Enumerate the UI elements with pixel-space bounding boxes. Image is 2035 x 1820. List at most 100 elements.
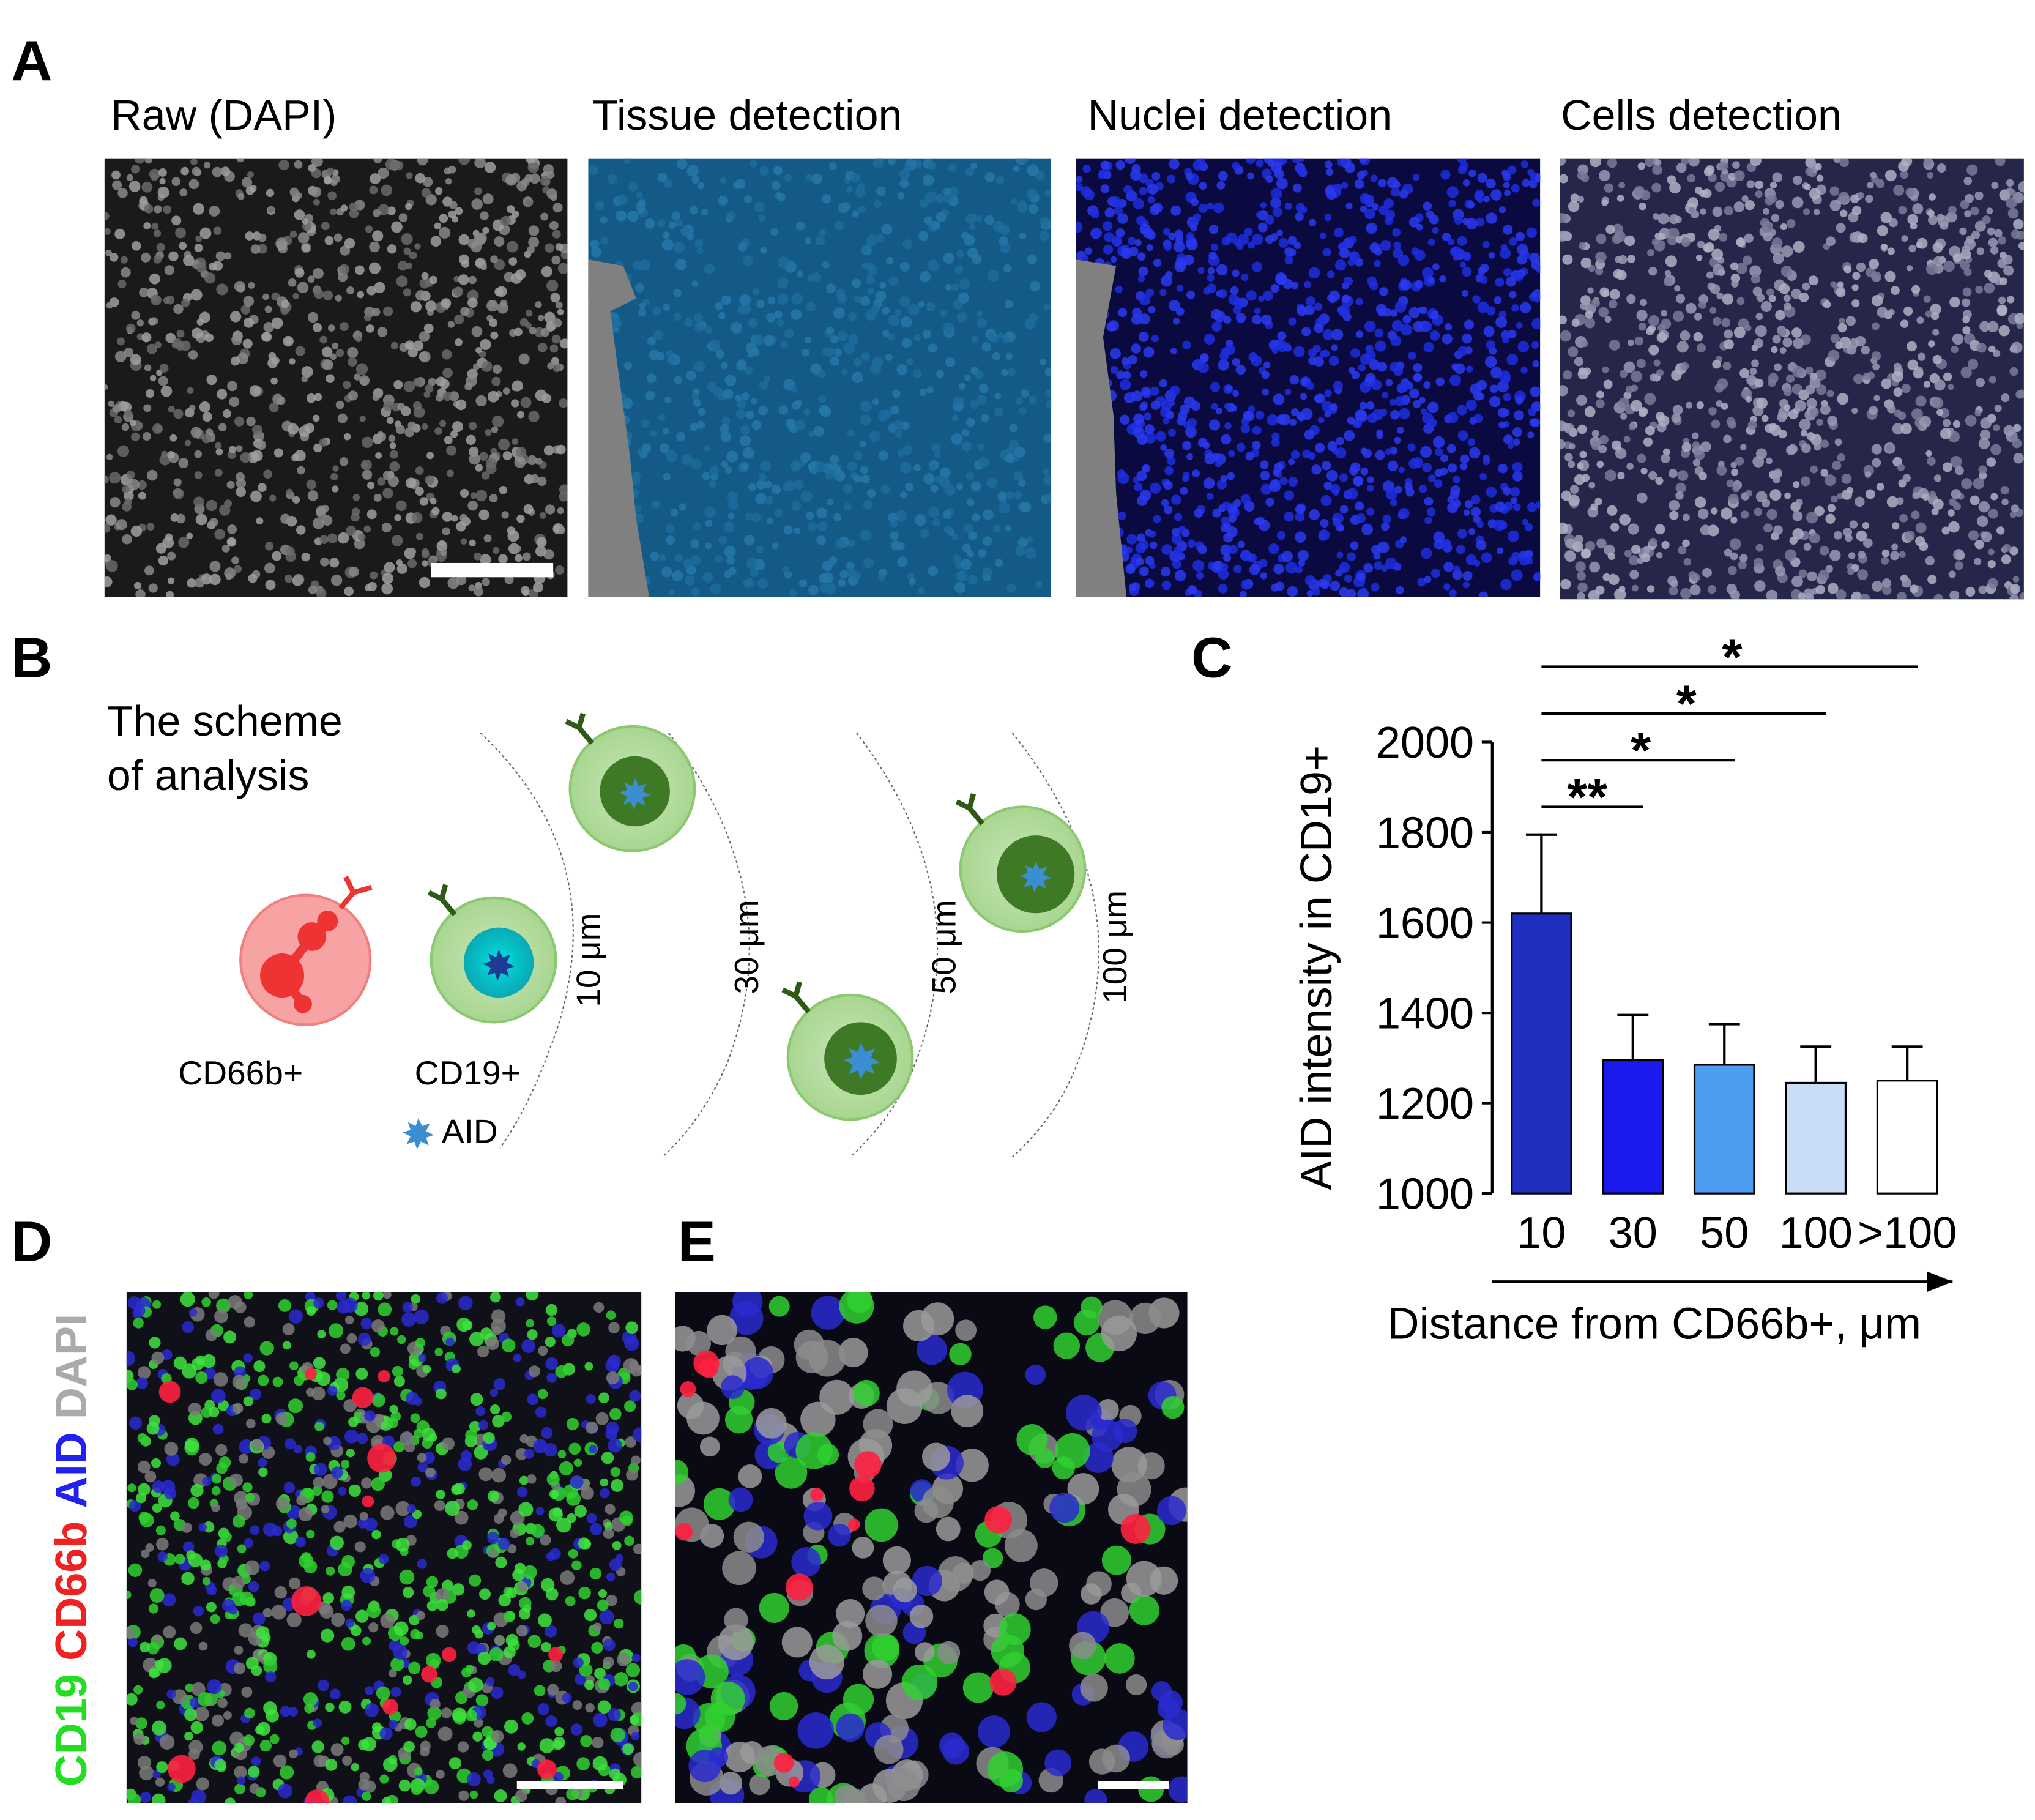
nucleus [811, 173, 822, 185]
nucleus [163, 297, 170, 304]
nucleus [1498, 206, 1506, 214]
nucleus [1897, 592, 1907, 600]
nucleus [829, 162, 837, 170]
nucleus [647, 337, 656, 346]
nucleus [1560, 315, 1567, 325]
nucleus [404, 1718, 417, 1731]
nucleus [1648, 324, 1656, 333]
nucleus [296, 525, 306, 535]
nucleus [1277, 331, 1287, 341]
nucleus [720, 431, 732, 442]
nucleus [1452, 254, 1459, 261]
nucleus [1040, 216, 1049, 226]
nucleus [1435, 447, 1443, 457]
nucleus [1164, 448, 1174, 458]
nucleus [358, 1739, 370, 1751]
nucleus [323, 1436, 332, 1445]
nucleus [1906, 265, 1913, 272]
nucleus [535, 1406, 547, 1418]
nucleus [414, 1428, 423, 1438]
nucleus [1462, 179, 1470, 187]
nucleus [347, 346, 359, 359]
nucleus [1453, 499, 1462, 508]
nucleus [1467, 438, 1476, 446]
nucleus [977, 443, 985, 451]
nucleus [378, 167, 389, 179]
nucleus [236, 478, 247, 488]
nucleus [135, 589, 146, 597]
nucleus [1245, 452, 1254, 461]
nucleus [247, 171, 255, 178]
nucleus [1139, 187, 1147, 196]
nucleus [366, 509, 377, 520]
nucleus [468, 422, 477, 430]
nucleus [458, 158, 471, 165]
nucleus [1721, 402, 1728, 410]
nucleus [809, 1644, 844, 1680]
nucleus [152, 1720, 167, 1736]
nucleus [248, 573, 258, 583]
nucleus [1829, 186, 1840, 196]
nucleus [179, 242, 187, 250]
nucleus [1932, 397, 1944, 409]
nucleus [126, 1627, 136, 1639]
nucleus [995, 176, 1005, 185]
nucleus [1013, 471, 1024, 481]
nucleus [631, 1654, 641, 1663]
nucleus [461, 259, 470, 268]
nucleus [221, 544, 230, 553]
nucleus [1532, 198, 1541, 207]
nucleus [789, 589, 797, 597]
nucleus [919, 389, 927, 397]
nucleus [1960, 261, 1970, 270]
nucleus [275, 237, 288, 250]
nucleus [475, 347, 482, 354]
nucleus [1044, 389, 1052, 398]
nucleus [1211, 403, 1218, 410]
nucleus [724, 546, 736, 558]
nucleus [774, 509, 783, 518]
nucleus [1631, 545, 1641, 554]
nucleus [1750, 158, 1762, 166]
nucleus [156, 1700, 165, 1710]
nucleus [1133, 198, 1145, 210]
nucleus [215, 442, 222, 449]
nucleus [316, 588, 327, 597]
nucleus [981, 342, 991, 352]
nucleus [216, 1463, 228, 1474]
nucleus [1803, 543, 1812, 551]
nucleus [753, 334, 764, 346]
nucleus [1508, 556, 1518, 566]
nucleus [303, 1559, 318, 1573]
nucleus [1390, 187, 1401, 197]
nucleus [1140, 489, 1151, 501]
nucleus [112, 180, 122, 190]
nucleus [899, 261, 910, 272]
nucleus [1687, 174, 1696, 183]
nucleus [187, 387, 194, 394]
nucleus [776, 193, 786, 201]
nucleus [1081, 1296, 1103, 1318]
nucleus [1569, 485, 1579, 494]
nucleus [1791, 288, 1802, 299]
nucleus [467, 1609, 475, 1618]
nucleus [1160, 567, 1171, 577]
nucleus [229, 311, 242, 323]
nucleus [1004, 300, 1013, 308]
nucleus [625, 1321, 638, 1334]
nucleus [1680, 587, 1692, 599]
nucleus [1646, 585, 1655, 593]
nucleus [955, 1449, 989, 1482]
nucleus [1284, 255, 1293, 264]
nucleus [922, 330, 932, 339]
nucleus [696, 247, 704, 255]
nucleus [421, 272, 429, 280]
nucleus [373, 493, 382, 502]
nucleus [1946, 211, 1957, 223]
nucleus [180, 1292, 195, 1307]
nucleus [625, 1436, 637, 1448]
nucleus [1348, 367, 1356, 375]
nucleus [1151, 171, 1161, 181]
nucleus [1252, 315, 1262, 325]
nucleus [1457, 430, 1468, 441]
